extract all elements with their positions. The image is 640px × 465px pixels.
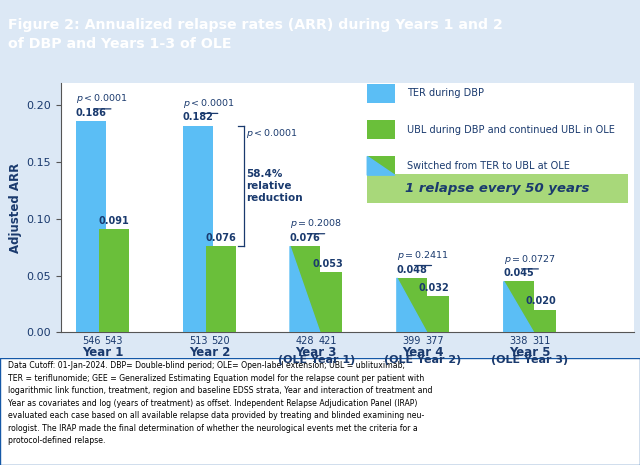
Bar — [367, 156, 395, 175]
Text: 338: 338 — [509, 336, 528, 346]
Bar — [367, 120, 395, 139]
Text: 377: 377 — [425, 336, 444, 346]
Bar — [99, 229, 129, 332]
Bar — [205, 246, 236, 332]
Text: 421: 421 — [318, 336, 337, 346]
Text: 399: 399 — [403, 336, 421, 346]
Polygon shape — [504, 281, 534, 332]
Text: TER during DBP: TER during DBP — [407, 88, 484, 99]
FancyBboxPatch shape — [367, 174, 628, 203]
Text: Year 2: Year 2 — [189, 346, 230, 359]
Text: $\it{p<0.0001}$: $\it{p<0.0001}$ — [183, 97, 236, 110]
Text: $\it{p<0.0001}$: $\it{p<0.0001}$ — [246, 127, 298, 140]
Text: 0.045: 0.045 — [503, 268, 534, 278]
Text: 546: 546 — [82, 336, 100, 346]
Bar — [526, 310, 556, 332]
Text: 311: 311 — [532, 336, 550, 346]
Text: 0.053: 0.053 — [312, 259, 343, 269]
Y-axis label: Adjusted ARR: Adjusted ARR — [9, 162, 22, 253]
Text: Year 4: Year 4 — [403, 346, 444, 359]
Text: 0.048: 0.048 — [396, 265, 428, 275]
Text: Year 5: Year 5 — [509, 346, 550, 359]
Bar — [183, 126, 213, 332]
Text: 0.020: 0.020 — [526, 296, 557, 306]
Text: $\it{p=0.2411}$: $\it{p=0.2411}$ — [397, 249, 449, 262]
Text: Year 1: Year 1 — [82, 346, 123, 359]
Bar — [290, 246, 320, 332]
Bar — [504, 281, 534, 332]
Bar — [397, 278, 427, 332]
Text: (OLE Year 3): (OLE Year 3) — [492, 355, 568, 365]
Text: $\it{p=0.0727}$: $\it{p=0.0727}$ — [504, 252, 556, 266]
Text: Switched from TER to UBL at OLE: Switched from TER to UBL at OLE — [407, 161, 570, 171]
Text: Year 3: Year 3 — [296, 346, 337, 359]
Text: 0.182: 0.182 — [182, 113, 214, 122]
Text: 0.076: 0.076 — [205, 233, 236, 243]
Text: 520: 520 — [211, 336, 230, 346]
Polygon shape — [290, 246, 320, 332]
Text: UBL during DBP and continued UBL in OLE: UBL during DBP and continued UBL in OLE — [407, 125, 615, 134]
Text: Figure 2: Annualized relapse rates (ARR) during Years 1 and 2
of DBP and Years 1: Figure 2: Annualized relapse rates (ARR)… — [8, 18, 503, 51]
Text: (OLE Year 1): (OLE Year 1) — [278, 355, 355, 365]
Bar — [367, 84, 395, 103]
Text: 1 relapse every 50 years: 1 relapse every 50 years — [405, 182, 589, 195]
Text: (OLE Year 2): (OLE Year 2) — [385, 355, 461, 365]
Text: 0.091: 0.091 — [99, 216, 129, 226]
Text: 58.4%
relative
reduction: 58.4% relative reduction — [246, 169, 303, 203]
Text: 0.186: 0.186 — [76, 108, 107, 118]
Text: 513: 513 — [189, 336, 207, 346]
Text: 0.032: 0.032 — [419, 283, 450, 293]
Text: 543: 543 — [104, 336, 123, 346]
Bar — [419, 296, 449, 332]
Text: $\it{p<0.0001}$: $\it{p<0.0001}$ — [76, 93, 129, 106]
Bar — [312, 272, 342, 332]
Text: Data Cutoff: 01-Jan-2024. DBP= Double-blind period; OLE= Open-label extension; U: Data Cutoff: 01-Jan-2024. DBP= Double-bl… — [8, 361, 432, 445]
Bar — [76, 121, 106, 332]
Text: $\it{p=0.2008}$: $\it{p=0.2008}$ — [291, 217, 342, 230]
Text: 0.076: 0.076 — [290, 233, 321, 243]
Polygon shape — [367, 156, 395, 175]
FancyBboxPatch shape — [0, 358, 640, 465]
Text: 428: 428 — [296, 336, 314, 346]
Polygon shape — [397, 278, 427, 332]
